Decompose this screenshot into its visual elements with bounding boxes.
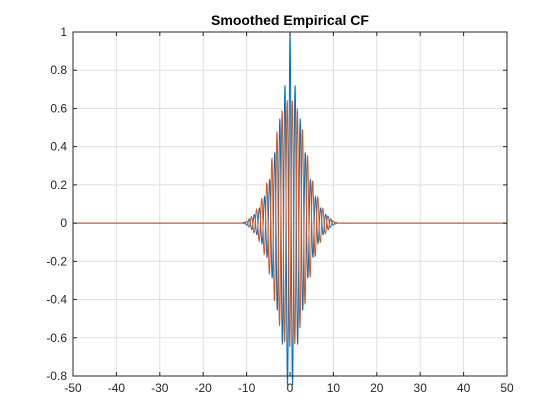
y-tick-label: -0.2 [46, 254, 67, 268]
x-tick-label: -10 [238, 381, 256, 395]
series-line-orange [73, 100, 507, 347]
x-tick-label: -40 [108, 381, 126, 395]
x-tick-label: -50 [64, 381, 82, 395]
y-tick-label: 0 [60, 216, 67, 230]
y-tick-label: -0.6 [46, 331, 67, 345]
x-tick-labels: -50 -40 -30 -20 -10 0 10 20 30 40 50 [64, 381, 514, 395]
y-tick-label: 1 [60, 25, 67, 39]
y-tick-label: 0.8 [50, 63, 67, 77]
x-tick-label: 30 [414, 381, 428, 395]
x-tick-label: 0 [287, 381, 294, 395]
tick-marks [72, 31, 508, 377]
x-tick-label: 50 [500, 381, 514, 395]
x-tick-label: 40 [457, 381, 471, 395]
x-tick-label: -30 [151, 381, 169, 395]
y-tick-label: -0.8 [46, 369, 67, 383]
x-tick-label: 10 [327, 381, 341, 395]
x-tick-label: -20 [195, 381, 213, 395]
y-tick-label: -0.4 [46, 293, 67, 307]
chart-title: Smoothed Empirical CF [211, 12, 369, 28]
y-tick-labels: -0.8 -0.6 -0.4 -0.2 0 0.2 0.4 0.6 0.8 1 [46, 25, 67, 383]
x-tick-label: 20 [370, 381, 384, 395]
y-tick-label: 0.4 [50, 140, 67, 154]
y-tick-label: 0.6 [50, 101, 67, 115]
y-tick-label: 0.2 [50, 178, 67, 192]
